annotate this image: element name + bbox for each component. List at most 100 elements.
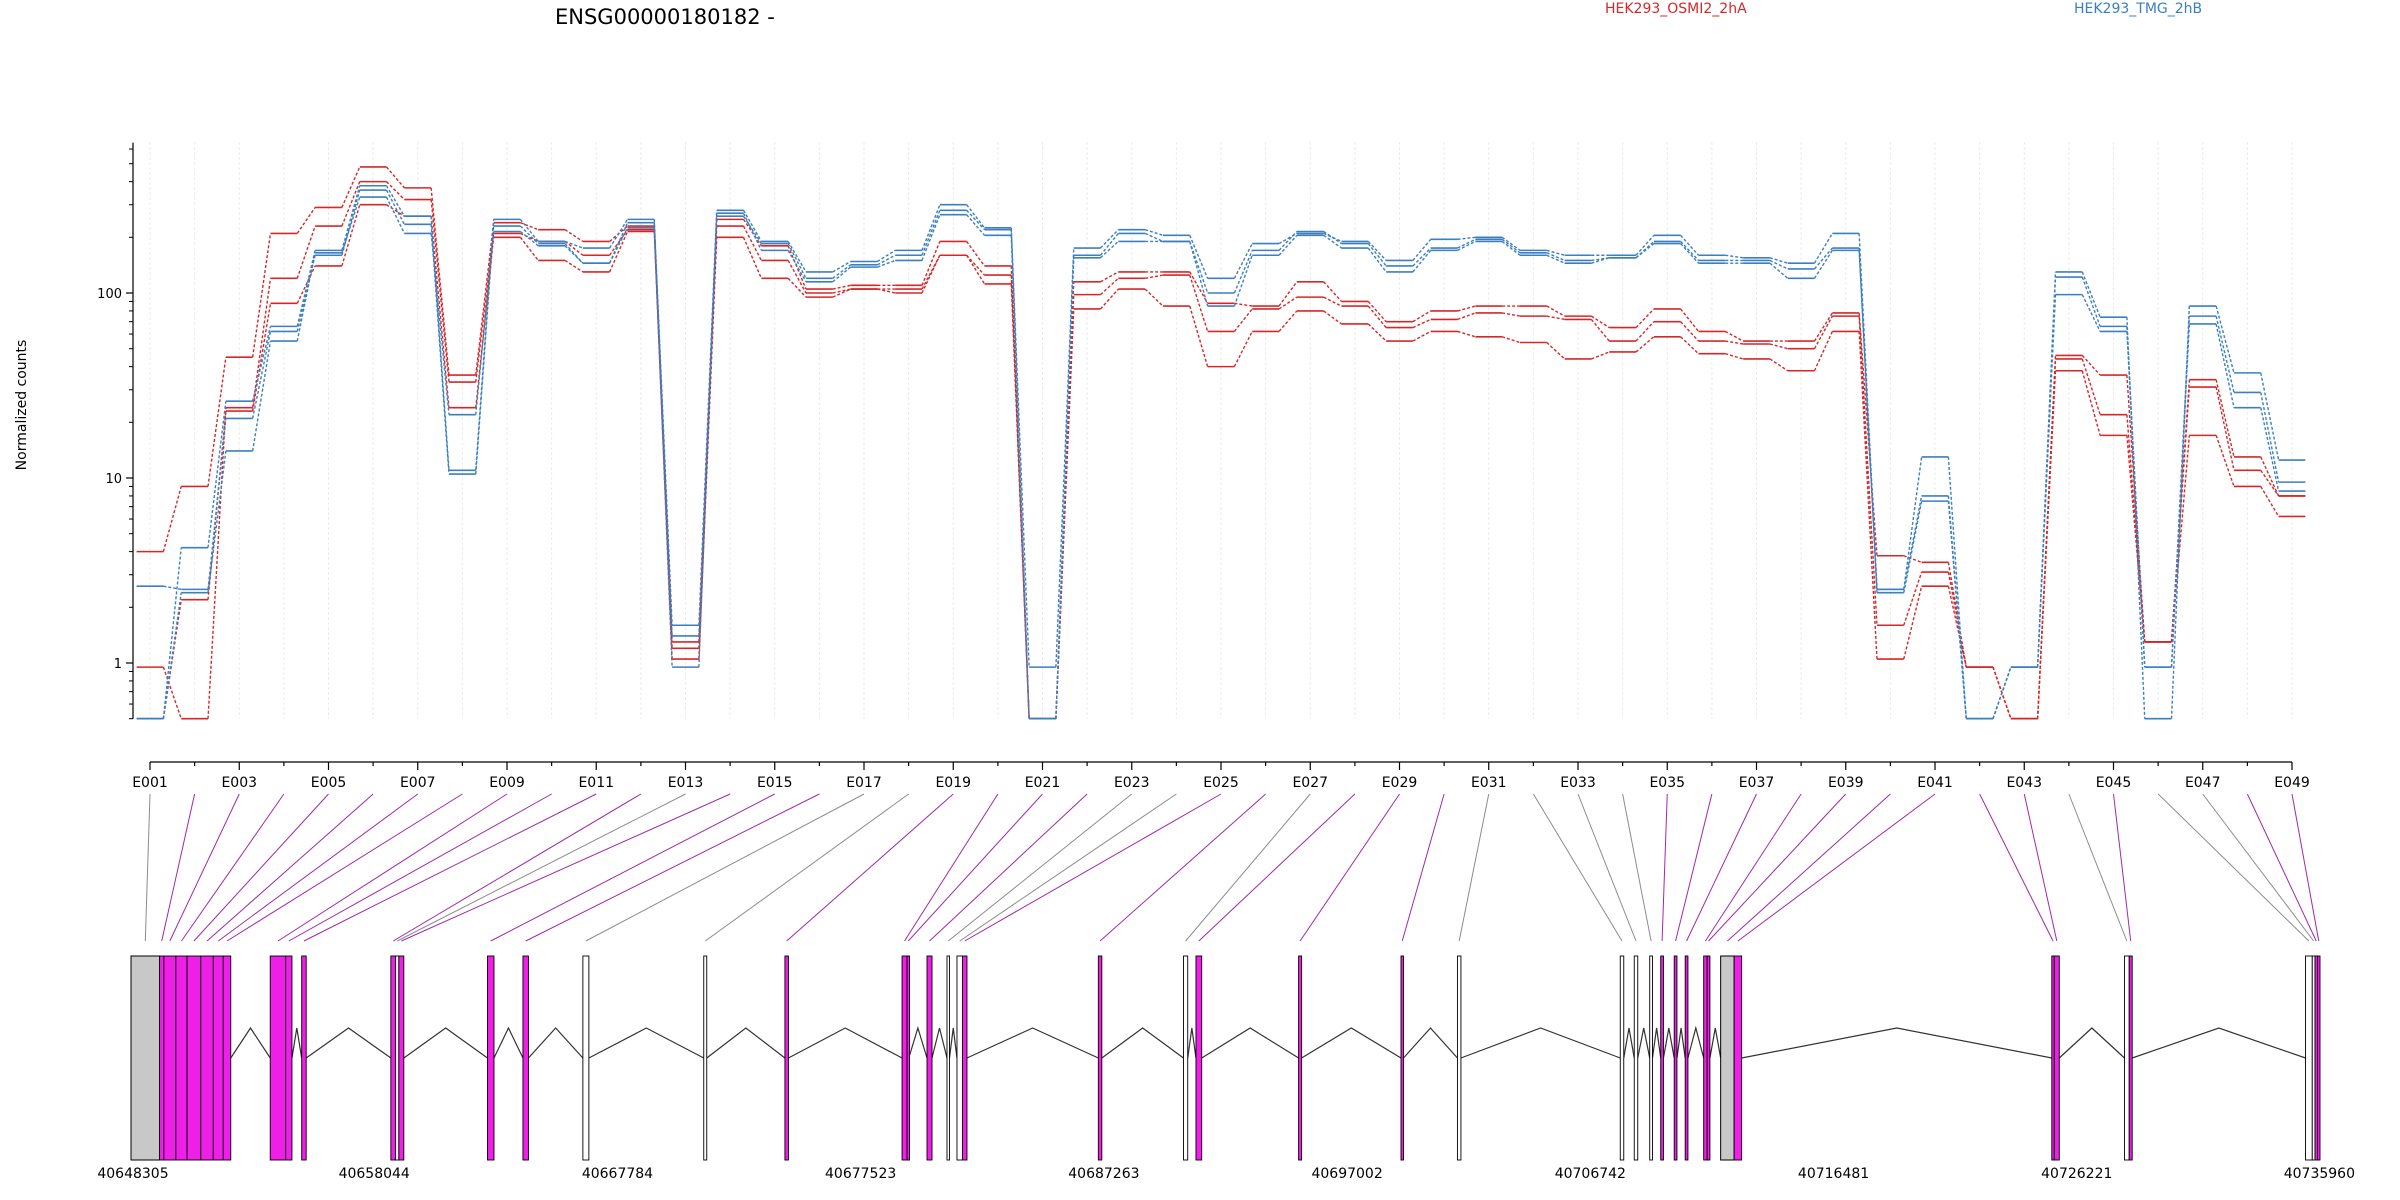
- exon-block: [1706, 955, 1711, 1161]
- exon-block: [163, 955, 177, 1161]
- exon-block: [1684, 955, 1689, 1161]
- exon-label: E037: [1739, 775, 1775, 791]
- exon-link: [1198, 793, 1356, 942]
- exon-block: [222, 955, 232, 1161]
- exon-link: [303, 793, 597, 942]
- exon-label: E007: [400, 775, 436, 791]
- exon-block: [269, 955, 287, 1161]
- exon-link: [1577, 793, 1637, 942]
- utr-region: [1720, 955, 1735, 1161]
- exon-block: [1097, 955, 1103, 1161]
- series-5: [136, 196, 2306, 720]
- chart-title: ENSG00000180182 -: [555, 5, 775, 29]
- exon-link: [161, 793, 196, 942]
- y-axis-label: Normalized counts: [14, 340, 30, 471]
- exon-link: [907, 793, 1043, 942]
- exon-label: E033: [1560, 775, 1596, 791]
- exon-link: [206, 793, 374, 942]
- exon-link: [288, 793, 552, 942]
- exon-block: [395, 955, 400, 1161]
- exon-label: E023: [1114, 775, 1150, 791]
- exon-link: [401, 793, 731, 942]
- exon-link: [1299, 793, 1400, 942]
- y-tick-label: 100: [97, 287, 122, 302]
- exon-link: [1708, 793, 1847, 942]
- coordinate-label: 40687263: [1068, 1166, 1139, 1182]
- exon-block: [159, 955, 165, 1161]
- exon-link: [947, 793, 1133, 942]
- exon-link: [1704, 793, 1802, 942]
- exon-block: [2305, 955, 2313, 1161]
- coordinate-label: 40716481: [1798, 1166, 1869, 1182]
- exon-block: [1703, 955, 1708, 1161]
- exon-label: E049: [2274, 775, 2310, 791]
- exon-block: [285, 955, 293, 1161]
- exon-block: [906, 955, 910, 1161]
- coordinate-label: 40667784: [582, 1166, 653, 1182]
- exon-label: E009: [489, 775, 525, 791]
- exon-label: E043: [2006, 775, 2042, 791]
- exon-link: [490, 793, 775, 942]
- exon-label: E013: [668, 775, 704, 791]
- legend-osmi2: HEK293_OSMI2_2hA: [1605, 1, 1747, 17]
- coordinate-label: 40658044: [339, 1166, 410, 1182]
- exon-link: [217, 793, 419, 942]
- exon-link: [2113, 793, 2132, 942]
- exon-link: [929, 793, 1088, 942]
- exon-label: E045: [2096, 775, 2132, 791]
- genomic-coordinates: 40648305 40658044 40667784 40677523 40687263…: [97, 1166, 2355, 1182]
- exon-links: [144, 793, 2320, 942]
- exon-block: [390, 955, 397, 1161]
- exon-link: [1099, 793, 1266, 942]
- exon-link: [959, 793, 1177, 942]
- exon-block: [2053, 955, 2060, 1161]
- exon-link: [181, 793, 285, 942]
- coordinate-label: 40677523: [825, 1166, 896, 1182]
- exon-link: [169, 793, 240, 942]
- exon-link: [2068, 793, 2128, 942]
- intron-lines: [230, 1025, 2306, 1059]
- exon-block: [946, 955, 950, 1161]
- exon-link: [1737, 793, 1936, 942]
- exon-link: [1979, 793, 2054, 942]
- series-connector: [162, 196, 2280, 719]
- exon-block: [901, 955, 908, 1161]
- exon-block: [1456, 955, 1462, 1161]
- exon-block: [1660, 955, 1664, 1161]
- exon-link: [1675, 793, 1713, 942]
- exon-label: E039: [1828, 775, 1864, 791]
- exon-block: [186, 955, 202, 1161]
- exon-block: [1619, 955, 1625, 1161]
- exon-link: [226, 793, 463, 942]
- exon-block: [1633, 955, 1639, 1161]
- exon-label: E003: [221, 775, 257, 791]
- exon-label: E001: [132, 775, 168, 791]
- exon-link: [1661, 793, 1668, 942]
- exon-block: [1195, 955, 1203, 1161]
- exon-link: [2291, 793, 2320, 942]
- gene-model: [130, 955, 2321, 1161]
- exon-link: [193, 793, 329, 942]
- exon-block: [784, 955, 789, 1161]
- exon-label: E005: [311, 775, 347, 791]
- exon-block: [398, 955, 405, 1161]
- exon-block: [1673, 955, 1678, 1161]
- exon-link: [1686, 793, 1757, 942]
- exon-axis: E001 E003 E005 E007 E009 E011 E013 E015 E017 E019…: [132, 761, 2310, 791]
- exon-block: [703, 955, 708, 1161]
- exon-link: [1727, 793, 1891, 942]
- exon-block: [1733, 955, 1743, 1161]
- series-2: [136, 203, 2306, 720]
- exon-label: E031: [1471, 775, 1507, 791]
- exon-link: [144, 793, 151, 942]
- coordinate-label: 40648305: [97, 1166, 168, 1182]
- exon-link: [1622, 793, 1652, 942]
- exon-block: [1649, 955, 1653, 1161]
- exon-link: [2023, 793, 2058, 942]
- exon-block: [522, 955, 529, 1161]
- exon-block: [1400, 955, 1404, 1161]
- coordinate-label: 40706742: [1555, 1166, 1626, 1182]
- exon-link: [392, 793, 642, 942]
- exon-block: [2124, 955, 2130, 1161]
- coordinate-label: 40697002: [1311, 1166, 1382, 1182]
